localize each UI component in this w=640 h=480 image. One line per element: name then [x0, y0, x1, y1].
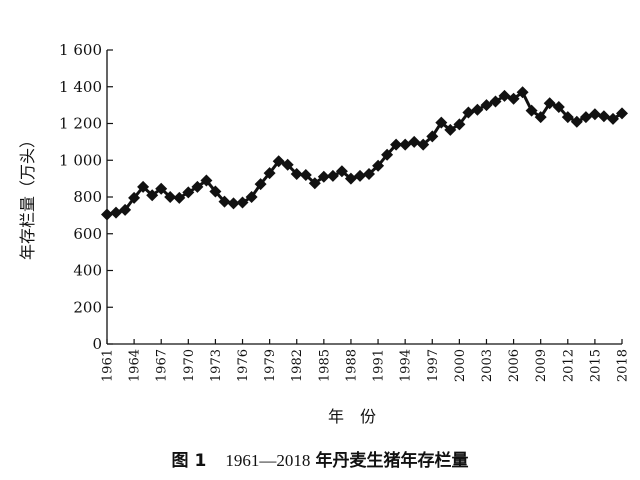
- data-point-marker: [607, 112, 619, 125]
- x-tick-label: 1985: [317, 349, 332, 382]
- x-tick-label: 1973: [209, 349, 224, 382]
- data-point-marker: [227, 197, 240, 210]
- data-point-marker: [299, 169, 312, 181]
- x-tick-label: 1970: [182, 349, 197, 382]
- data-point-marker: [363, 168, 375, 180]
- data-point-marker: [579, 111, 592, 124]
- data-point-marker: [552, 101, 565, 113]
- x-tick-label: 1997: [426, 349, 441, 382]
- data-point-marker: [137, 180, 150, 193]
- x-tick-label: 1979: [263, 349, 278, 382]
- data-point-marker: [146, 189, 159, 202]
- y-tick-label: 200: [73, 298, 102, 316]
- caption-prefix: 图 1: [172, 451, 207, 471]
- y-tick-label: 800: [73, 188, 102, 206]
- data-point-marker: [588, 108, 601, 121]
- data-point-marker: [354, 169, 366, 182]
- data-point-marker: [290, 168, 303, 180]
- data-point-marker: [570, 115, 583, 128]
- data-point-marker: [516, 86, 529, 99]
- x-tick-label: 1967: [155, 349, 170, 382]
- caption-years: 1961—2018: [225, 451, 310, 470]
- data-point-marker: [462, 106, 475, 119]
- data-point-marker: [543, 97, 556, 110]
- series-line: [106, 90, 623, 216]
- data-point-marker: [245, 191, 258, 203]
- data-point-marker: [489, 95, 502, 108]
- data-point-marker: [101, 208, 113, 221]
- y-tick-label: 1 200: [59, 115, 102, 133]
- data-point-marker: [399, 138, 412, 151]
- data-point-marker: [426, 130, 439, 143]
- data-point-marker: [272, 155, 285, 168]
- data-point-marker: [525, 104, 538, 117]
- y-tick-label: 0: [92, 335, 102, 353]
- x-tick-label: 1994: [399, 349, 414, 382]
- data-point-marker: [173, 191, 186, 204]
- data-point-marker: [281, 158, 294, 171]
- data-point-marker: [308, 177, 321, 190]
- data-point-marker: [236, 196, 249, 209]
- data-point-marker: [326, 169, 339, 182]
- y-tick-label: 600: [73, 225, 102, 243]
- x-tick-label: 2012: [561, 349, 576, 382]
- series-markers: [101, 86, 628, 221]
- data-point-marker: [128, 191, 141, 204]
- x-tick-label: 2015: [588, 349, 603, 382]
- data-point-marker: [372, 159, 385, 172]
- data-point-marker: [155, 182, 168, 195]
- data-point-marker: [507, 92, 520, 105]
- data-point-marker: [480, 99, 493, 112]
- y-tick-label: 400: [73, 262, 102, 280]
- figure-caption: 图 1 1961—2018 年丹麦生猪年存栏量: [172, 450, 469, 471]
- x-axis-ticks: 1961 1964 1967 1970 1973 1976 1979 1982 1985 1988…: [101, 339, 631, 382]
- caption-text: 年丹麦生猪年存栏量: [315, 450, 468, 471]
- data-point-marker: [182, 186, 195, 199]
- x-tick-label: 1961: [101, 349, 116, 382]
- x-tick-label: 2009: [534, 349, 549, 382]
- data-point-marker: [435, 116, 448, 129]
- x-tick-label: 2006: [507, 349, 522, 382]
- data-point-marker: [444, 123, 457, 136]
- x-tick-label: 2018: [616, 349, 631, 382]
- series-line-path: [106, 90, 623, 216]
- x-tick-label: 1982: [290, 349, 305, 382]
- data-point-marker: [471, 103, 484, 116]
- data-point-marker: [381, 148, 394, 161]
- data-point-marker: [453, 118, 466, 131]
- x-tick-label: 1988: [344, 349, 359, 382]
- data-point-marker: [191, 180, 204, 193]
- data-point-marker: [597, 110, 610, 123]
- data-point-marker: [534, 111, 547, 124]
- y-tick-label: 1 000: [59, 151, 102, 169]
- data-point-marker: [335, 165, 348, 178]
- data-point-marker: [317, 170, 330, 183]
- y-tick-label: 1 400: [59, 78, 102, 96]
- x-tick-label: 1991: [372, 349, 387, 382]
- data-point-marker: [164, 191, 177, 203]
- y-tick-label: 1 600: [59, 41, 102, 59]
- data-point-marker: [119, 203, 132, 216]
- y-axis-ticks: 0 200 400 600 800 1 000 1 200 1 400 1 600: [59, 41, 113, 353]
- data-point-marker: [344, 172, 357, 185]
- data-point-marker: [498, 89, 511, 102]
- data-point-marker: [209, 185, 222, 198]
- data-point-marker: [218, 195, 231, 208]
- y-axis-title: 年存栏量（万头）: [18, 132, 37, 260]
- data-point-marker: [110, 206, 122, 219]
- x-axis-title: 年 份: [328, 407, 376, 426]
- data-point-marker: [417, 138, 430, 151]
- data-point-marker: [200, 174, 213, 187]
- data-point-marker: [408, 135, 421, 148]
- x-tick-label: 2000: [453, 349, 468, 382]
- data-point-marker: [263, 167, 276, 180]
- x-tick-label: 2003: [480, 349, 495, 382]
- data-point-marker: [254, 178, 267, 191]
- data-point-marker: [390, 138, 403, 151]
- x-tick-label: 1976: [236, 349, 251, 382]
- data-point-marker: [561, 111, 574, 124]
- data-point-marker: [616, 107, 628, 120]
- x-tick-label: 1964: [128, 349, 143, 382]
